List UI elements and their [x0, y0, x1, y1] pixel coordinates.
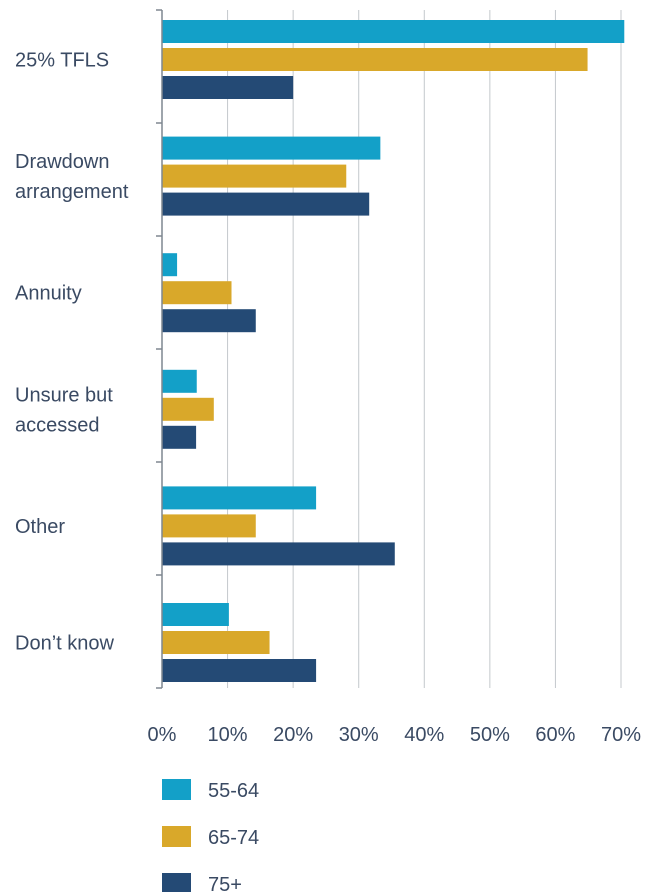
bar-55-64	[162, 603, 229, 626]
x-tick-label: 0%	[148, 724, 177, 746]
x-tick-label: 30%	[339, 724, 379, 746]
bar-55-64	[162, 369, 197, 393]
tick-labels: 0% 10% 20% 30% 40% 50% 60% 70%	[148, 724, 642, 746]
bar-55-64	[162, 136, 381, 160]
bar-55-64	[162, 20, 625, 43]
bar-65-74	[162, 631, 270, 654]
x-tick-label: 50%	[470, 724, 510, 746]
bar-75-	[162, 542, 395, 566]
bar-75-	[162, 659, 317, 682]
x-tick-label: 10%	[208, 724, 248, 746]
bar-75-	[162, 309, 256, 333]
category-label: 25% TFLS	[15, 50, 109, 72]
category-label: Annuity	[15, 283, 82, 305]
category-label: Unsure but accessed	[15, 384, 113, 436]
category-label: Drawdown arrangement	[15, 151, 129, 203]
bar-75-	[162, 425, 197, 449]
bars	[162, 20, 625, 682]
bar-55-64	[162, 253, 178, 277]
bar-55-64	[162, 486, 317, 510]
gridlines	[227, 10, 622, 688]
bar-65-74	[162, 281, 232, 305]
x-tick-label: 70%	[601, 724, 641, 746]
bar-75-	[162, 76, 294, 99]
legend-label: 75+	[208, 874, 242, 892]
bar-75-	[162, 192, 370, 216]
bar-65-74	[162, 48, 588, 71]
bar-65-74	[162, 397, 214, 421]
legend-swatch	[162, 873, 191, 892]
category-label: Don’t know	[15, 633, 114, 655]
x-tick-label: 40%	[404, 724, 444, 746]
axis	[156, 9, 163, 689]
legend-label: 55-64	[208, 780, 259, 802]
category-labels: 25% TFLS Drawdown arrangement Annuity Unsure…	[15, 50, 129, 655]
category-label: Other	[15, 516, 65, 538]
bar-65-74	[162, 514, 256, 538]
x-tick-label: 60%	[535, 724, 575, 746]
bar-65-74	[162, 164, 347, 188]
x-tick-label: 20%	[273, 724, 313, 746]
legend-swatch	[162, 826, 191, 847]
legend: 55-64 65-74 75+	[162, 779, 259, 892]
legend-swatch	[162, 779, 191, 800]
legend-label: 65-74	[208, 827, 259, 849]
